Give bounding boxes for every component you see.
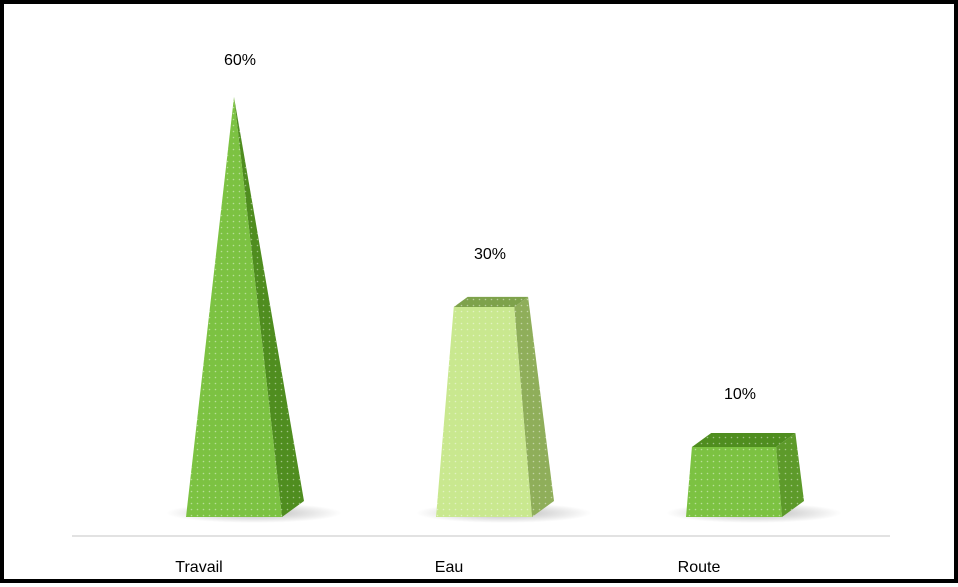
bar-top-texture	[453, 296, 529, 307]
bar-front-texture	[186, 97, 282, 517]
category-label-travail: Travail	[175, 559, 222, 576]
bar-side-texture	[514, 296, 554, 517]
bar-front-texture	[436, 307, 532, 517]
bar-travail	[166, 97, 342, 523]
data-label-travail: 60%	[224, 52, 256, 69]
pyramid-bar-chart: 60% Travail 30% Eau 10% Route	[72, 52, 890, 576]
bar-route	[666, 432, 842, 523]
category-label-eau: Eau	[435, 559, 463, 576]
bar-front-texture	[686, 447, 782, 517]
category-label-route: Route	[678, 559, 721, 576]
data-label-route: 10%	[724, 386, 756, 403]
data-label-eau: 30%	[474, 246, 506, 263]
bar-side-texture	[776, 432, 804, 517]
bar-eau	[416, 296, 592, 523]
bar-side-texture	[234, 97, 304, 517]
bar-top-texture	[691, 432, 796, 447]
